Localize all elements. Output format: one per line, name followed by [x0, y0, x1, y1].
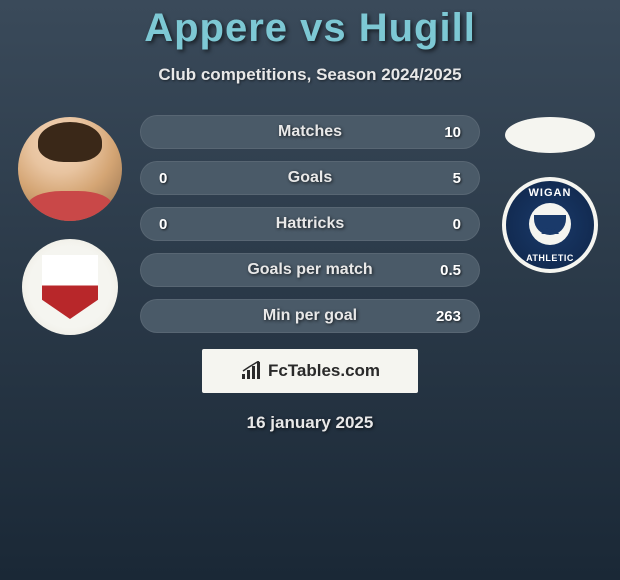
stat-right-value: 263 — [421, 308, 461, 325]
club-right-crest: WIGAN 1932 ATHLETIC — [502, 177, 598, 273]
main-area: Matches 10 0 Goals 5 0 Hattricks 0 Goals… — [0, 113, 620, 335]
stat-left-value: 0 — [159, 170, 199, 187]
club-right-name-bottom: ATHLETIC — [526, 253, 574, 263]
stat-row-matches: Matches 10 — [140, 115, 480, 149]
stat-label: Goals per match — [247, 261, 372, 279]
stat-label: Hattricks — [276, 215, 344, 233]
right-column: WIGAN 1932 ATHLETIC — [484, 113, 616, 273]
left-column — [4, 113, 136, 335]
stat-row-goals: 0 Goals 5 — [140, 161, 480, 195]
date-text: 16 january 2025 — [0, 413, 620, 433]
stat-row-mpg: Min per goal 263 — [140, 299, 480, 333]
comparison-card: Appere vs Hugill Club competitions, Seas… — [0, 0, 620, 433]
club-right-name-top: WIGAN — [529, 187, 572, 199]
stat-row-hattricks: 0 Hattricks 0 — [140, 207, 480, 241]
stat-right-value: 5 — [421, 170, 461, 187]
stat-label: Goals — [288, 169, 332, 187]
brand-box[interactable]: FcTables.com — [202, 349, 418, 393]
stat-row-gpm: Goals per match 0.5 — [140, 253, 480, 287]
stat-label: Min per goal — [263, 307, 357, 325]
stat-label: Matches — [278, 123, 342, 141]
chart-icon — [240, 361, 266, 381]
page-title: Appere vs Hugill — [0, 6, 620, 51]
player-left-photo — [18, 117, 122, 221]
club-right-year: 1932 — [541, 227, 559, 236]
page-subtitle: Club competitions, Season 2024/2025 — [0, 65, 620, 85]
stat-right-value: 0.5 — [421, 262, 461, 279]
player-right-photo — [505, 117, 595, 153]
stat-right-value: 0 — [421, 216, 461, 233]
brand-text: FcTables.com — [268, 361, 380, 381]
club-left-crest — [22, 239, 118, 335]
stat-left-value: 0 — [159, 216, 199, 233]
stat-right-value: 10 — [421, 124, 461, 141]
stats-column: Matches 10 0 Goals 5 0 Hattricks 0 Goals… — [136, 113, 484, 333]
